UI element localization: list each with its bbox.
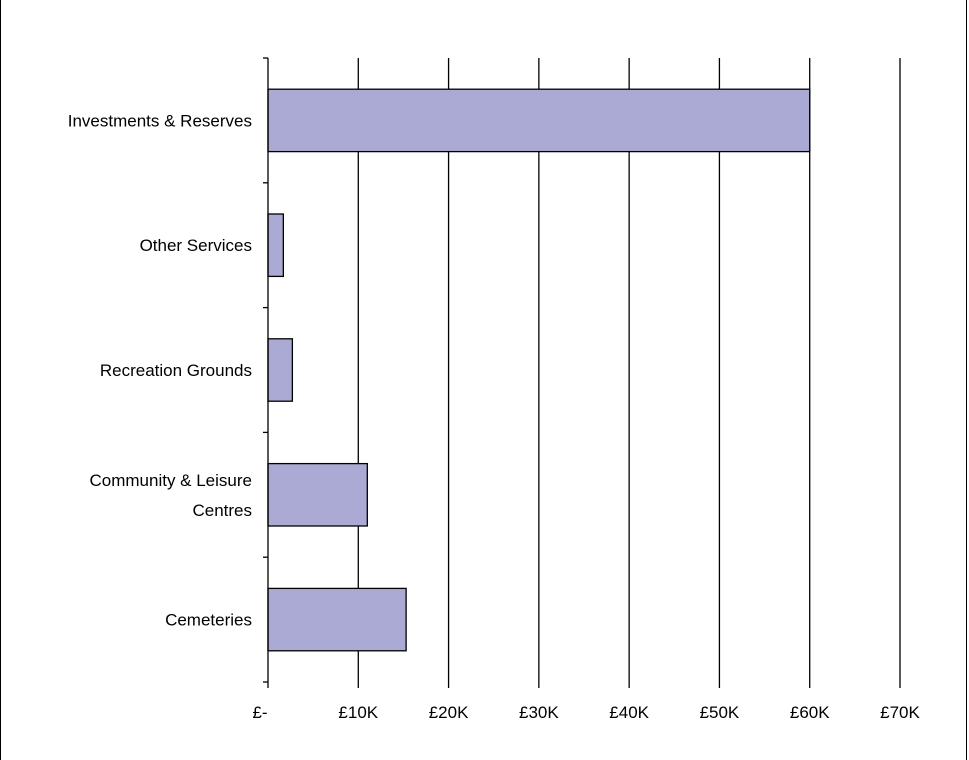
gridlines: [357, 58, 901, 682]
y-category-label: Other Services: [140, 236, 252, 255]
x-tick-label: £50K: [700, 703, 740, 722]
x-tick-label: £20K: [429, 703, 469, 722]
y-category-label-line: Recreation Grounds: [100, 361, 252, 380]
y-category-label: Investments & Reserves: [68, 111, 252, 130]
y-category-label-line: Investments & Reserves: [68, 111, 252, 130]
y-category-label: Cemeteries: [165, 611, 252, 630]
x-tick-label: £-: [252, 703, 267, 722]
bar: [267, 213, 284, 278]
bar: [267, 338, 294, 402]
x-tick-label: £30K: [519, 703, 559, 722]
y-category-label: Community & Leisure Centres: [89, 471, 252, 520]
y-category-label-line: Cemeteries: [165, 611, 252, 630]
bar: [267, 462, 368, 527]
x-tick-label: £10K: [338, 703, 378, 722]
x-tick-label: £70K: [880, 703, 920, 722]
bar: [267, 587, 407, 652]
y-category-label-line: Other Services: [140, 236, 252, 255]
x-tick-label: £40K: [609, 703, 649, 722]
y-category-label-line: Community & Leisure: [89, 471, 252, 490]
y-category-label: Recreation Grounds: [100, 361, 252, 380]
y-category-label-line: Centres: [192, 501, 252, 520]
bar: [267, 88, 811, 153]
labels: £- £10K £20K £30K £40K £50K £60K £70K Investment…: [68, 111, 921, 722]
axes: [263, 57, 901, 688]
bars: [267, 88, 811, 652]
x-tick-label: £60K: [790, 703, 830, 722]
